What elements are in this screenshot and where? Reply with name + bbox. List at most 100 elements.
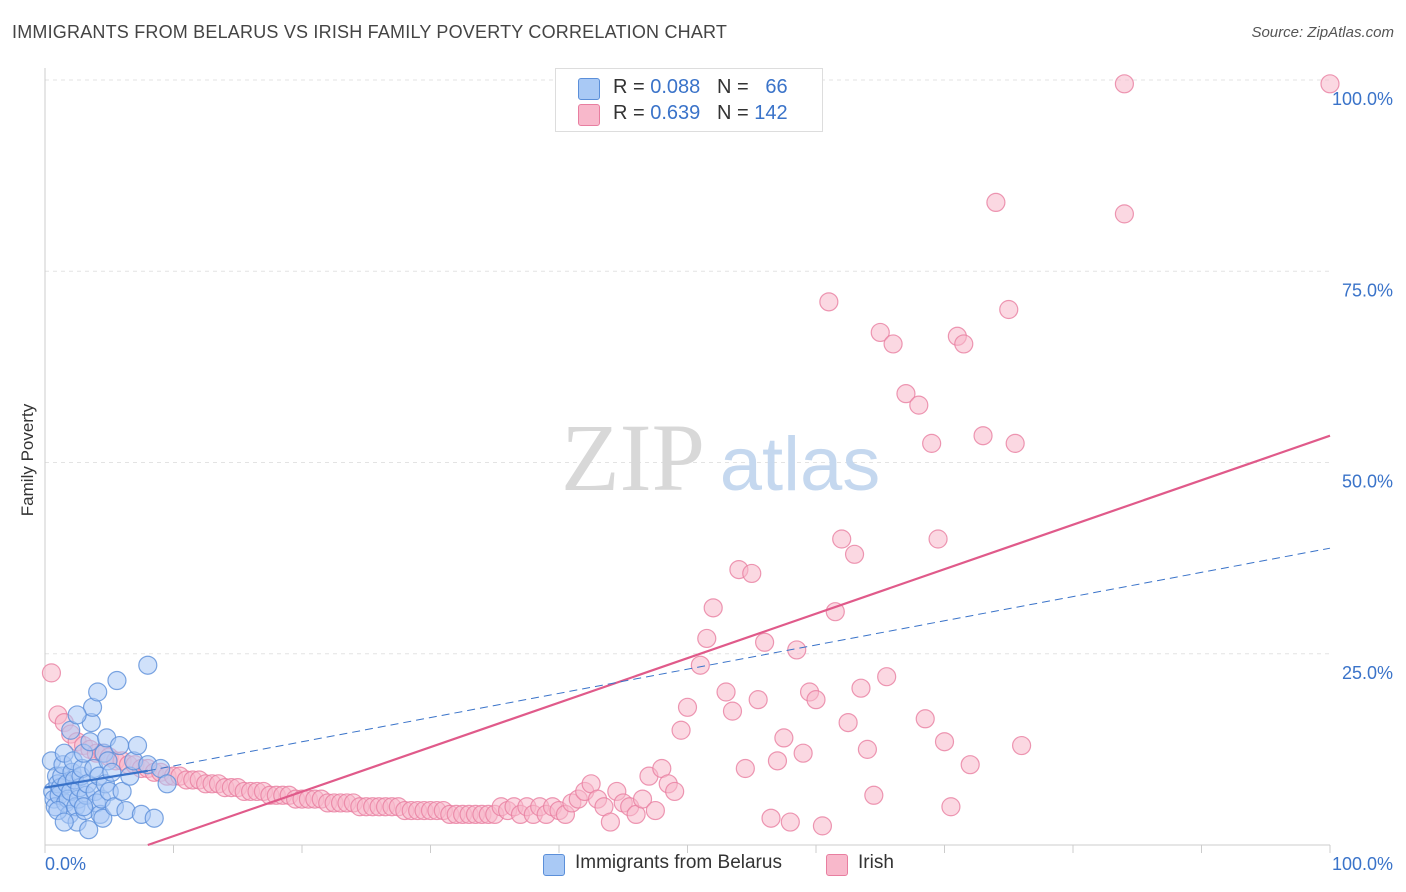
irish-point bbox=[632, 789, 653, 809]
chart-source: Source: ZipAtlas.com bbox=[1251, 24, 1394, 41]
irish-point bbox=[1114, 204, 1135, 224]
irish-point bbox=[812, 816, 833, 836]
belarus-trend-extension bbox=[147, 547, 1331, 772]
irish-point bbox=[754, 632, 775, 652]
irish-point bbox=[742, 563, 762, 584]
irish-point bbox=[767, 751, 788, 771]
legend-r-label: R = bbox=[613, 102, 651, 124]
irish-point bbox=[1114, 74, 1135, 94]
irish-point bbox=[748, 690, 768, 710]
belarus-trend-line bbox=[44, 769, 148, 789]
bottom-legend-swatch-irish bbox=[826, 854, 848, 876]
belarus-point bbox=[107, 670, 127, 691]
bottom-legend-label-irish: Irish bbox=[858, 852, 894, 873]
legend-n-value: 66 bbox=[765, 76, 788, 98]
irish-point bbox=[838, 712, 858, 733]
bottom-legend-label-belarus: Immigrants from Belarus bbox=[575, 852, 782, 873]
legend-text-irish: R = 0.639 N = 142 bbox=[613, 102, 788, 125]
irish-point bbox=[600, 812, 621, 832]
irish-point bbox=[1320, 74, 1340, 94]
irish-point bbox=[877, 667, 897, 687]
irish-point bbox=[645, 800, 665, 821]
irish-point bbox=[909, 395, 929, 415]
belarus-point bbox=[138, 655, 158, 675]
legend-n-value: 142 bbox=[754, 102, 788, 124]
irish-point bbox=[934, 732, 955, 752]
irish-point bbox=[825, 602, 845, 622]
irish-point bbox=[960, 755, 980, 775]
irish-point bbox=[677, 697, 698, 717]
chart-title: IMMIGRANTS FROM BELARUS VS IRISH FAMILY … bbox=[12, 22, 728, 42]
irish-point bbox=[819, 292, 839, 312]
belarus-point bbox=[157, 774, 177, 794]
data-points bbox=[41, 74, 1340, 840]
irish-point bbox=[999, 299, 1019, 320]
watermark: ZIP atlas bbox=[561, 404, 880, 511]
irish-point bbox=[1005, 433, 1025, 453]
irish-point bbox=[697, 628, 717, 649]
watermark-atlas: atlas bbox=[720, 422, 881, 507]
irish-point bbox=[954, 334, 974, 354]
legend-swatch-irish bbox=[578, 104, 600, 126]
irish-trend-line bbox=[147, 434, 1331, 847]
legend-swatch-belarus bbox=[578, 78, 600, 100]
y-axis-label: Family Poverty bbox=[18, 403, 37, 517]
legend-r-value: 0.088 bbox=[650, 76, 701, 98]
y-tick-label: 100.0% bbox=[1332, 89, 1393, 109]
irish-point bbox=[671, 720, 691, 740]
legend-n-label: N = bbox=[716, 102, 755, 124]
y-tick-label: 75.0% bbox=[1342, 280, 1393, 300]
trend-lines bbox=[44, 434, 1331, 847]
irish-point bbox=[941, 797, 961, 817]
irish-point bbox=[703, 598, 723, 618]
irish-point bbox=[857, 739, 878, 759]
x-tick-label: 100.0% bbox=[1332, 854, 1393, 874]
legend-n-label: N = bbox=[716, 76, 755, 98]
irish-point bbox=[832, 529, 852, 549]
belarus-point bbox=[73, 797, 94, 817]
irish-point bbox=[793, 743, 813, 763]
y-tick-label: 25.0% bbox=[1342, 663, 1393, 683]
irish-point bbox=[883, 334, 903, 354]
irish-point bbox=[1011, 735, 1032, 756]
irish-point bbox=[780, 812, 800, 832]
belarus-point bbox=[144, 808, 164, 828]
irish-point bbox=[915, 709, 935, 729]
irish-point bbox=[973, 426, 993, 446]
irish-point bbox=[896, 384, 916, 404]
irish-point bbox=[665, 781, 685, 802]
irish-point bbox=[844, 544, 865, 564]
grid bbox=[45, 79, 1330, 655]
irish-point bbox=[864, 785, 884, 805]
irish-point bbox=[761, 808, 781, 828]
irish-point bbox=[774, 728, 794, 748]
irish-point bbox=[690, 655, 710, 675]
stats-legend: R = 0.088 N = 66 R = 0.639 N = 142 bbox=[555, 68, 823, 132]
tick-labels: 25.0% 50.0% 75.0% 100.0% 0.0% 100.0% bbox=[45, 89, 1393, 874]
irish-point bbox=[806, 690, 826, 710]
y-tick-label: 50.0% bbox=[1342, 472, 1393, 492]
belarus-point bbox=[54, 812, 74, 832]
belarus-point bbox=[67, 705, 87, 725]
belarus-point bbox=[88, 682, 108, 702]
irish-point bbox=[722, 701, 743, 721]
irish-point bbox=[716, 682, 736, 702]
irish-point bbox=[851, 678, 871, 698]
bottom-legend-swatch-belarus bbox=[543, 854, 565, 876]
belarus-point bbox=[79, 820, 99, 840]
watermark-zip: ZIP bbox=[561, 404, 705, 511]
legend-r-label: R = bbox=[613, 76, 651, 98]
belarus-point bbox=[93, 808, 113, 828]
irish-point bbox=[735, 758, 755, 779]
x-tick-label: 0.0% bbox=[45, 854, 86, 874]
irish-point bbox=[870, 322, 890, 343]
irish-point bbox=[986, 192, 1006, 212]
axes bbox=[44, 68, 1331, 853]
legend-r-value: 0.639 bbox=[650, 102, 701, 124]
irish-point bbox=[922, 433, 942, 453]
belarus-point bbox=[109, 735, 130, 756]
irish-point bbox=[41, 663, 62, 683]
belarus-point bbox=[127, 735, 148, 756]
belarus-point bbox=[112, 781, 132, 802]
